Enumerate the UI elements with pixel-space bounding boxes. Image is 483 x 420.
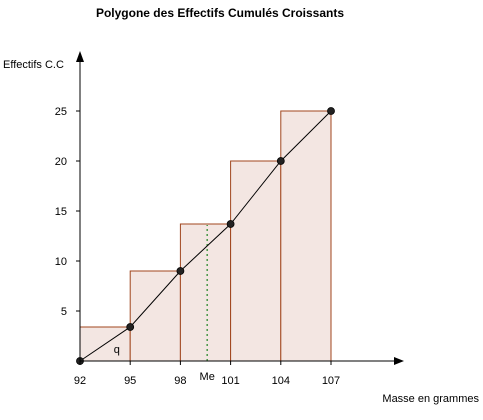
x-axis-arrow <box>394 357 404 365</box>
median-label: Me <box>200 371 215 383</box>
x-axis-label: Masse en grammes <box>382 393 479 405</box>
y-tick-label-1: 10 <box>55 256 67 268</box>
y-axis-label: Effectifs C.C <box>3 59 64 71</box>
series-point-1 <box>126 323 135 331</box>
x-tick-label-4: 104 <box>272 375 290 387</box>
x-tick-label-1: 95 <box>124 375 136 387</box>
q-label: q <box>114 344 120 356</box>
chart-title: Polygone des Effectifs Cumulés Croissant… <box>96 6 344 20</box>
x-tick-label-2: 98 <box>174 375 186 387</box>
bar-3 <box>230 160 282 362</box>
series-point-3 <box>226 220 235 228</box>
y-axis-arrow <box>76 51 84 62</box>
series-point-2 <box>176 267 185 275</box>
y-tick-label-2: 15 <box>55 206 67 218</box>
axes-layer <box>76 51 404 365</box>
annotation-layer: Me q <box>114 344 215 383</box>
series-line <box>79 110 332 362</box>
series-point-5 <box>327 107 335 115</box>
bar-4 <box>280 110 332 362</box>
series-point-4 <box>276 157 285 165</box>
y-tick-label-3: 20 <box>55 156 67 168</box>
y-tick-label-0: 5 <box>61 306 67 318</box>
ticks-layer: 92 95 98 101 104 107 5 10 15 20 25 <box>55 106 340 387</box>
x-tick-label-3: 101 <box>221 375 239 387</box>
bar-1 <box>129 270 181 362</box>
y-tick-label-4: 25 <box>55 106 67 118</box>
x-tick-label-0: 92 <box>74 375 86 387</box>
bar-2 <box>179 223 232 362</box>
x-tick-label-5: 107 <box>322 375 340 387</box>
